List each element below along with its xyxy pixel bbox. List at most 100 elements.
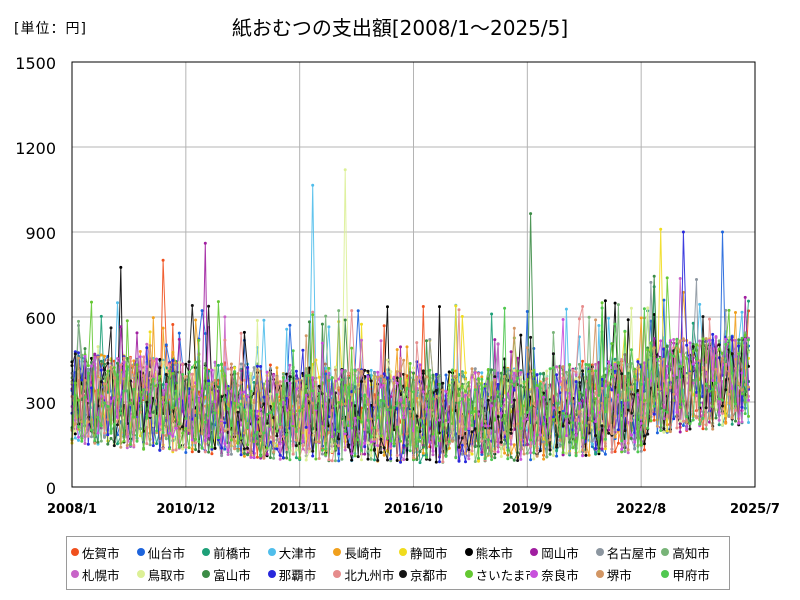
data-point <box>412 456 415 460</box>
data-point <box>252 434 256 438</box>
data-point <box>275 366 279 370</box>
data-point <box>493 369 497 372</box>
data-point <box>551 418 555 422</box>
data-point <box>708 317 711 321</box>
data-point <box>672 392 676 396</box>
data-point <box>668 430 672 434</box>
data-point <box>298 378 302 382</box>
data-point <box>444 419 448 422</box>
data-point <box>145 365 149 369</box>
data-point <box>691 379 695 382</box>
data-point <box>668 339 672 342</box>
data-point <box>594 391 598 395</box>
data-point <box>564 434 568 438</box>
data-point <box>265 412 269 416</box>
data-point <box>317 391 321 395</box>
data-point <box>457 382 461 386</box>
data-point <box>516 376 520 380</box>
data-point <box>304 334 308 338</box>
data-point <box>389 444 393 448</box>
data-point <box>743 333 747 337</box>
data-point <box>642 442 646 446</box>
data-point <box>681 337 685 341</box>
data-point <box>327 431 331 434</box>
data-point <box>376 458 380 462</box>
data-point <box>402 458 406 462</box>
data-point <box>688 372 692 375</box>
data-point <box>99 359 103 363</box>
data-point <box>678 277 682 280</box>
data-point <box>171 434 175 438</box>
data-point <box>438 418 441 422</box>
data-point <box>662 408 666 412</box>
data-point <box>590 442 594 446</box>
data-point <box>545 443 549 447</box>
y-tick-label: 300 <box>25 394 56 413</box>
data-point <box>535 373 539 377</box>
data-point <box>207 379 211 383</box>
y-tick-label: 0 <box>46 479 56 498</box>
data-point <box>561 453 565 457</box>
data-point <box>548 448 552 452</box>
data-point <box>425 339 428 343</box>
data-point <box>203 404 207 408</box>
data-point <box>249 372 253 375</box>
legend-marker <box>464 570 473 578</box>
data-point <box>311 310 315 314</box>
data-point <box>662 298 666 302</box>
data-point <box>691 362 695 366</box>
data-point <box>652 418 656 422</box>
data-point <box>519 333 523 337</box>
data-point <box>203 438 207 442</box>
data-point <box>239 362 243 366</box>
data-point <box>610 375 614 379</box>
data-point <box>460 414 464 418</box>
data-point <box>545 455 549 459</box>
data-point <box>633 440 637 444</box>
data-point <box>737 352 741 356</box>
data-point <box>125 444 129 447</box>
data-point <box>347 424 350 428</box>
data-point <box>457 445 461 449</box>
data-point <box>109 436 113 440</box>
data-point <box>213 411 217 415</box>
data-point <box>337 452 341 456</box>
data-point <box>574 373 578 377</box>
data-point <box>109 365 113 369</box>
data-point <box>174 406 178 410</box>
data-point <box>734 311 737 314</box>
data-point <box>112 376 116 380</box>
data-point <box>665 410 669 414</box>
data-point <box>646 306 650 310</box>
data-point <box>158 381 162 385</box>
data-point <box>340 403 344 406</box>
data-point <box>294 456 298 460</box>
data-point <box>112 444 116 448</box>
data-point <box>652 313 656 316</box>
data-point <box>464 380 467 384</box>
data-point <box>701 366 705 370</box>
data-point <box>473 385 477 389</box>
data-point <box>568 414 572 418</box>
data-point <box>233 401 237 405</box>
data-point <box>460 315 464 318</box>
data-point <box>512 424 516 428</box>
data-point <box>607 360 611 364</box>
data-point <box>177 434 181 438</box>
data-point <box>480 375 484 379</box>
x-tick-label: 2019/9 <box>502 502 552 517</box>
data-point <box>610 432 614 436</box>
data-point <box>525 451 529 455</box>
data-point <box>177 397 181 401</box>
data-point <box>103 368 106 372</box>
data-point <box>714 416 718 420</box>
data-point <box>548 367 552 371</box>
legend-label: 仙台市 <box>147 545 186 561</box>
data-point <box>473 367 477 371</box>
data-point <box>499 440 503 444</box>
data-point <box>574 380 578 384</box>
legend-item: 奈良市 <box>530 563 596 585</box>
data-point <box>207 382 211 386</box>
data-point <box>125 365 129 369</box>
data-point <box>652 274 656 278</box>
